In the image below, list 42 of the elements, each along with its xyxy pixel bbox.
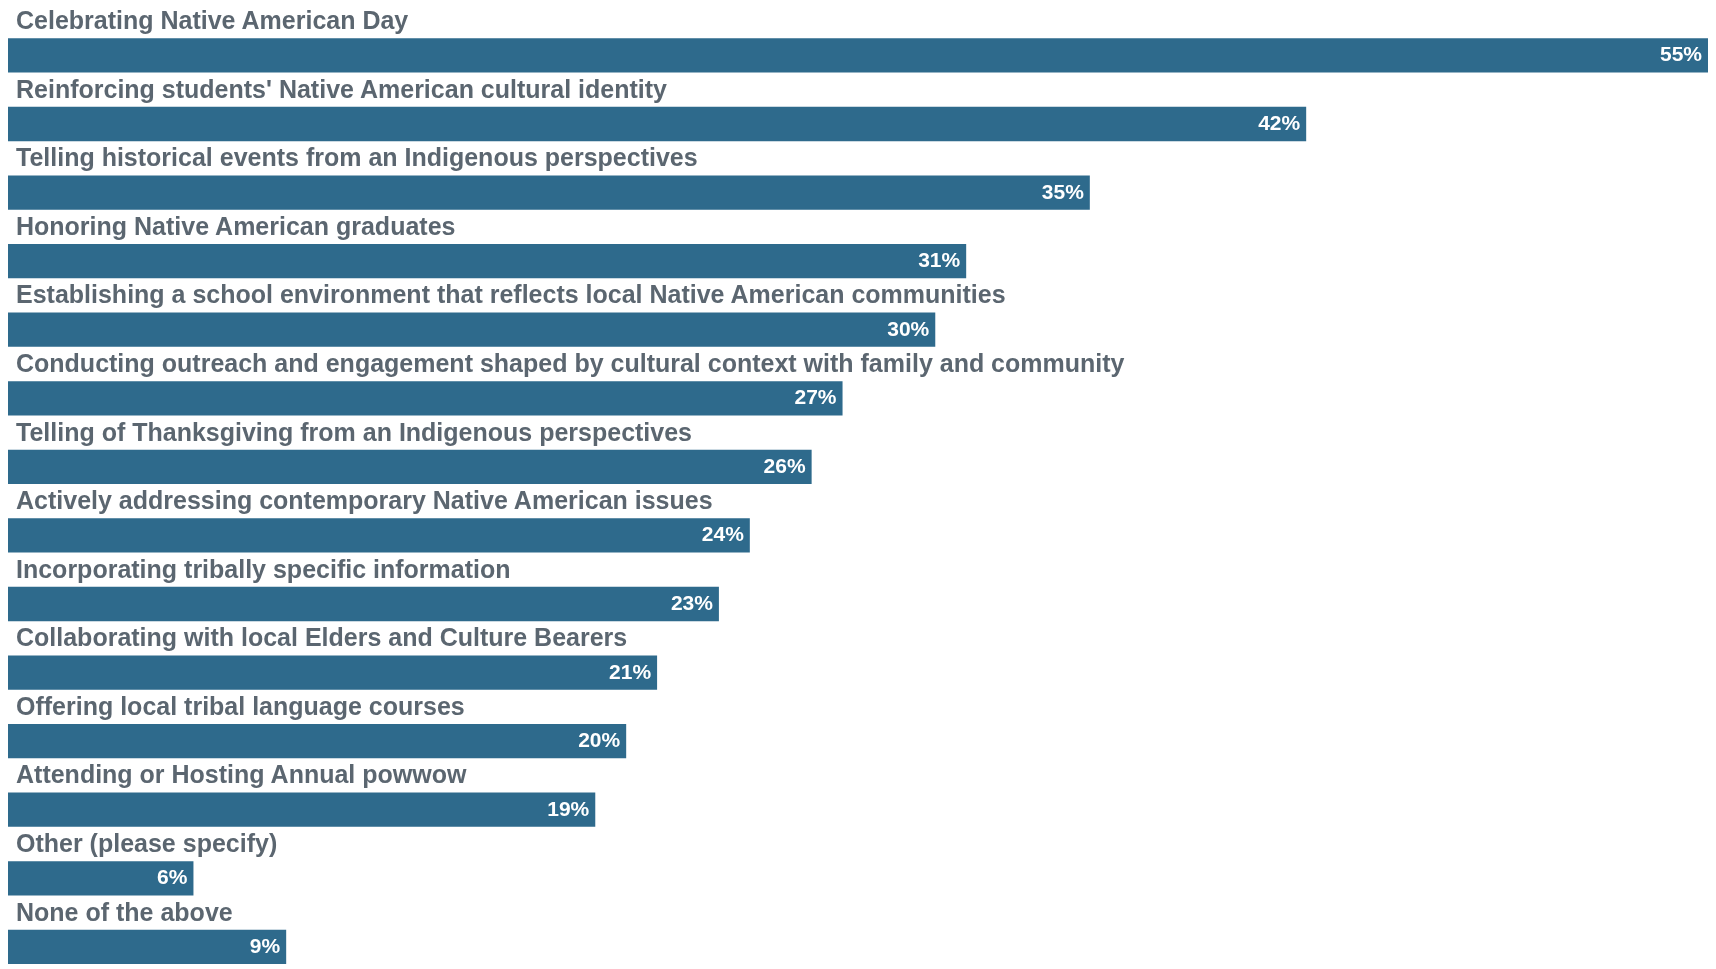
data-label: 35% xyxy=(1041,179,1085,203)
y-tick-label: Attending or Hosting Annual powwow xyxy=(16,760,467,789)
bar xyxy=(8,792,596,827)
data-label: 23% xyxy=(670,591,714,614)
bar xyxy=(8,244,967,279)
bar xyxy=(8,724,627,759)
data-label: 27% xyxy=(794,385,837,409)
data-label: 42% xyxy=(1258,111,1301,134)
data-label: 24% xyxy=(701,522,745,546)
y-tick-label: Honoring Native American graduates xyxy=(16,211,456,240)
y-tick-label: Establishing a school environment that reflects local Native American communities xyxy=(16,280,1006,309)
bar xyxy=(8,929,287,964)
y-tick-label: Offering local tribal language courses xyxy=(16,691,465,720)
data-label: 26% xyxy=(763,453,806,477)
y-tick-label: Telling historical events from an Indigenous perspectives xyxy=(16,143,698,172)
y-tick-label: Conducting outreach and engagement shaped by cultural context with family and community xyxy=(16,349,1125,377)
y-tick-label: Celebrating Native American Day xyxy=(16,6,409,35)
y-tick-label: None of the above xyxy=(16,897,233,926)
data-label: 30% xyxy=(887,316,930,340)
y-tick-label: Telling of Thanksgiving from an Indigenous perspectives xyxy=(16,417,693,446)
bar xyxy=(8,381,843,416)
y-tick-label: Actively addressing contemporary Native American issues xyxy=(16,486,713,515)
bar xyxy=(8,449,812,484)
data-label: 6% xyxy=(157,865,188,889)
data-label: 9% xyxy=(249,933,281,957)
data-label: 21% xyxy=(609,659,652,683)
bar xyxy=(8,655,658,690)
bar xyxy=(8,861,194,896)
data-label: 20% xyxy=(578,728,621,752)
bar xyxy=(8,175,1090,210)
data-label: 31% xyxy=(918,248,961,272)
y-tick-label: Collaborating with local Elders and Culture Bearers xyxy=(16,623,628,652)
data-label: 55% xyxy=(1659,42,1703,66)
y-tick-label: Incorporating tribally specific information xyxy=(16,554,511,583)
bar xyxy=(8,586,719,622)
data-label: 19% xyxy=(547,796,590,820)
bar xyxy=(8,106,1307,142)
y-tick-label: Reinforcing students' Native American cultural identity xyxy=(16,74,668,103)
y-tick-label: Other (please specify) xyxy=(16,829,278,857)
bar xyxy=(8,38,1708,73)
bar xyxy=(8,518,750,553)
bar xyxy=(8,312,936,347)
